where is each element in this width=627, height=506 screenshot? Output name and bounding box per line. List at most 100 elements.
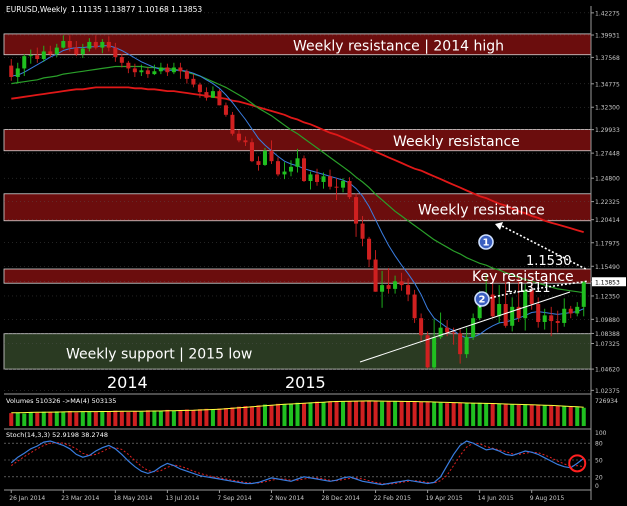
- candle: [223, 102, 228, 117]
- volume-bar: [562, 406, 567, 426]
- arrow-up-head: [495, 222, 503, 230]
- marker-number-1: 1: [483, 238, 490, 249]
- candle: [315, 168, 320, 186]
- candle: [35, 47, 40, 63]
- marker-number-2: 2: [479, 295, 486, 306]
- candle-body: [275, 161, 280, 175]
- candle: [184, 69, 189, 84]
- candle: [197, 82, 202, 98]
- candle: [308, 171, 313, 190]
- volume-axis-max: 726934: [595, 398, 618, 405]
- volume-bar: [35, 412, 40, 426]
- volume-bar: [445, 403, 450, 426]
- candle: [126, 60, 131, 74]
- candle: [54, 43, 59, 58]
- volume-bar: [484, 403, 489, 426]
- volume-bar: [282, 404, 287, 426]
- volume-bar: [262, 404, 267, 426]
- stoch-axis-min: 0: [595, 483, 599, 490]
- candle-body: [243, 140, 248, 143]
- candle-body: [204, 92, 209, 98]
- candle-body: [9, 65, 14, 77]
- volume-bar: [152, 410, 157, 426]
- candle-body: [347, 181, 352, 198]
- price-tick-label: 1.37568: [595, 55, 620, 62]
- price-tick-label: 1.09880: [595, 317, 620, 324]
- volume-bar: [354, 400, 359, 426]
- candle: [386, 268, 391, 294]
- candle: [139, 64, 144, 77]
- candle: [22, 54, 27, 77]
- candle-body: [158, 67, 163, 72]
- candle-body: [139, 70, 144, 73]
- candle-body: [464, 337, 469, 355]
- time-tick-label: 9 Aug 2015: [530, 495, 565, 502]
- candle-body: [536, 304, 541, 322]
- stoch-axis-max: 100: [595, 430, 607, 437]
- volume-bar: [334, 400, 339, 426]
- candle: [568, 305, 573, 319]
- candle-body: [269, 150, 274, 162]
- price-tick-label: 1.29933: [595, 127, 620, 134]
- candle-body: [477, 299, 482, 319]
- candle-body: [132, 68, 137, 73]
- volume-bar: [399, 401, 404, 426]
- candle: [178, 62, 183, 79]
- volume-bar: [490, 403, 495, 426]
- candle-body: [282, 171, 287, 175]
- volume-bar: [295, 402, 300, 426]
- candle: [217, 89, 222, 106]
- candle: [516, 276, 521, 322]
- volume-bar: [458, 402, 463, 426]
- volume-bar: [197, 409, 202, 426]
- candle: [249, 138, 254, 163]
- candle: [419, 313, 424, 341]
- volume-bar: [80, 411, 85, 426]
- volume-bar: [236, 406, 241, 426]
- candle: [165, 63, 170, 77]
- candle-body: [171, 67, 176, 73]
- volume-bar: [308, 402, 313, 426]
- volume-bar: [119, 411, 124, 426]
- volume-bar: [301, 403, 307, 426]
- price-tick-label: 1.22325: [595, 199, 620, 206]
- candle: [503, 282, 508, 328]
- candle: [262, 147, 267, 166]
- candle: [471, 313, 476, 340]
- candle: [87, 38, 92, 52]
- candle: [510, 297, 515, 332]
- candle-body: [80, 48, 85, 55]
- volume-bar: [178, 410, 183, 426]
- price-tick-label: 1.08388: [595, 331, 620, 338]
- zone-label-3: Weekly resistance: [418, 202, 545, 218]
- time-tick-label: 7 Sep 2014: [217, 495, 251, 502]
- candle-body: [41, 51, 46, 59]
- volume-bar: [360, 400, 365, 426]
- chart-title: EURUSD,Weekly 1.11135 1.13877 1.10168 1.1…: [6, 5, 202, 14]
- candle: [113, 42, 118, 62]
- volume-bar: [419, 402, 424, 426]
- volume-bar: [106, 411, 111, 426]
- volume-bar: [93, 412, 98, 426]
- volume-bar: [367, 400, 372, 426]
- candle-body: [223, 105, 228, 115]
- price-tick-label: 1.39931: [595, 33, 620, 40]
- candle-body: [334, 186, 339, 188]
- candle-body: [432, 337, 437, 368]
- volume-bar: [315, 401, 320, 426]
- candle: [106, 36, 111, 52]
- candle: [321, 172, 326, 189]
- candle: [380, 270, 385, 308]
- volume-bar: [171, 410, 176, 426]
- candle: [236, 129, 241, 143]
- candle-body: [315, 174, 320, 182]
- volume-bar: [386, 400, 391, 426]
- candle-body: [425, 335, 430, 368]
- candle-body: [210, 91, 215, 98]
- volume-bar: [67, 410, 72, 426]
- arrow-up-path: [499, 224, 587, 270]
- candle-body: [35, 55, 40, 59]
- candle-body: [380, 285, 385, 292]
- volume-bar: [256, 405, 261, 426]
- volumes-label: Volumes 510326 ->MA(4) 503135: [6, 397, 116, 405]
